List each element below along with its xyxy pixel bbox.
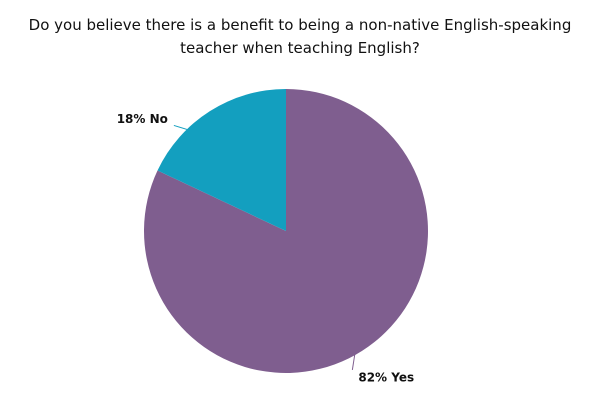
leader-line [351,352,356,371]
data-label: 18% No [117,112,168,126]
chart-title: Do you believe there is a benefit to bei… [28,16,572,57]
pie-slice [157,88,286,231]
data-label: 82% Yes [358,370,414,384]
leader-line [173,124,190,131]
